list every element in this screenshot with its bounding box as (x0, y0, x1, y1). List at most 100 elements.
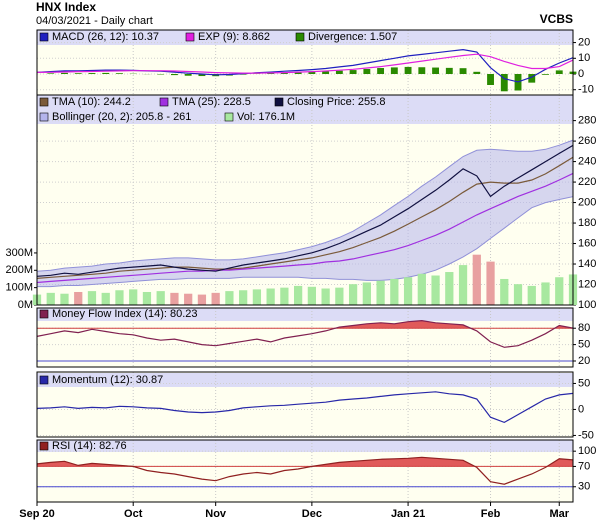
y-tick-label: 30 (578, 481, 590, 493)
bar (555, 277, 564, 305)
bar (417, 273, 426, 305)
y-tick-label: 200 (578, 196, 596, 208)
threshold-area (37, 457, 573, 467)
line (36, 319, 574, 348)
bar (390, 67, 398, 74)
legend-band (37, 95, 573, 124)
bar (418, 67, 426, 74)
legend-label: TMA (10): 244.2 (52, 96, 131, 108)
bar (308, 71, 316, 74)
y-tick-label: 280 (578, 115, 596, 127)
bar (142, 291, 152, 305)
chart-subtitle: 04/03/2021 - Daily chart (36, 15, 153, 27)
bar (252, 289, 262, 305)
y2-tick-label: 200M (5, 264, 33, 276)
line (36, 456, 574, 485)
bar (555, 70, 563, 74)
bar (267, 73, 275, 74)
bar (363, 68, 371, 74)
bar (472, 254, 481, 305)
bar (294, 285, 303, 305)
legend-label: Divergence: 1.507 (308, 31, 397, 43)
bar (197, 294, 207, 305)
legend-label: TMA (25): 228.5 (172, 96, 251, 108)
bar (445, 272, 454, 305)
bar (61, 72, 68, 74)
legend-swatch (274, 97, 284, 107)
legend-swatch (39, 112, 49, 122)
bar (527, 285, 536, 305)
panel-border (36, 307, 574, 368)
bar (198, 74, 206, 77)
legend-swatch (39, 375, 49, 385)
bar (115, 290, 124, 305)
bar (102, 72, 110, 74)
legend-swatch (185, 32, 195, 42)
bar (513, 284, 523, 305)
bar (431, 275, 440, 305)
y-tick-label: 50 (578, 377, 590, 389)
bar (280, 72, 288, 74)
bar (87, 291, 97, 305)
legend-band (37, 30, 573, 45)
bar (88, 73, 96, 74)
bar (129, 289, 138, 305)
bar (321, 288, 330, 305)
bar (500, 74, 508, 92)
legend-label: Vol: 176.1M (237, 111, 295, 123)
bar (266, 288, 275, 305)
x-tick-label: Dec (302, 508, 322, 520)
y-tick-label: 180 (578, 217, 596, 229)
bollinger-band (37, 140, 573, 287)
legend-swatch (39, 97, 49, 107)
bar (458, 265, 468, 305)
bar (376, 280, 385, 305)
bar (170, 292, 179, 305)
bar (487, 74, 494, 85)
legend-swatch (295, 32, 305, 42)
bar (335, 70, 343, 74)
y2-tick-label: 0M (18, 299, 33, 311)
bar (225, 291, 234, 305)
legend-label: Money Flow Index (14): 80.23 (52, 308, 198, 320)
bar (184, 293, 193, 305)
bar (60, 293, 69, 305)
source: VCBS (540, 12, 573, 26)
bar (403, 277, 413, 305)
legend-swatch (39, 309, 49, 319)
legend-band (37, 308, 573, 321)
bar (362, 282, 371, 305)
bollinger-upper (36, 139, 574, 272)
bar (74, 291, 83, 305)
bar (294, 72, 302, 74)
y-tick-label: 220 (578, 176, 596, 188)
bar (74, 73, 82, 74)
line (36, 172, 574, 284)
legend-label: Bollinger (20, 2): 205.8 - 261 (52, 111, 191, 123)
y-tick-label: 120 (578, 278, 596, 290)
bar (322, 71, 330, 74)
line (36, 391, 574, 424)
bar (184, 74, 192, 76)
bar (156, 291, 165, 305)
bar (280, 287, 289, 305)
legend-label: Momentum (12): 30.87 (52, 374, 163, 386)
bar (473, 71, 481, 74)
x-tick-label: Sep 20 (19, 508, 54, 520)
bar (47, 73, 55, 74)
bar (101, 292, 110, 305)
x-tick-label: Nov (205, 508, 227, 520)
y-tick-label: 80 (578, 322, 590, 334)
bar (307, 286, 316, 305)
bar (541, 282, 550, 305)
y-tick-label: 140 (578, 258, 596, 270)
y2-tick-label: 100M (5, 282, 33, 294)
bar (335, 287, 344, 305)
chart-title: HNX Index (36, 0, 96, 14)
x-tick-label: Oct (124, 508, 143, 520)
line (36, 53, 574, 74)
panel-border (36, 439, 574, 503)
bar (390, 278, 399, 305)
y-tick-label: 50 (578, 339, 590, 351)
